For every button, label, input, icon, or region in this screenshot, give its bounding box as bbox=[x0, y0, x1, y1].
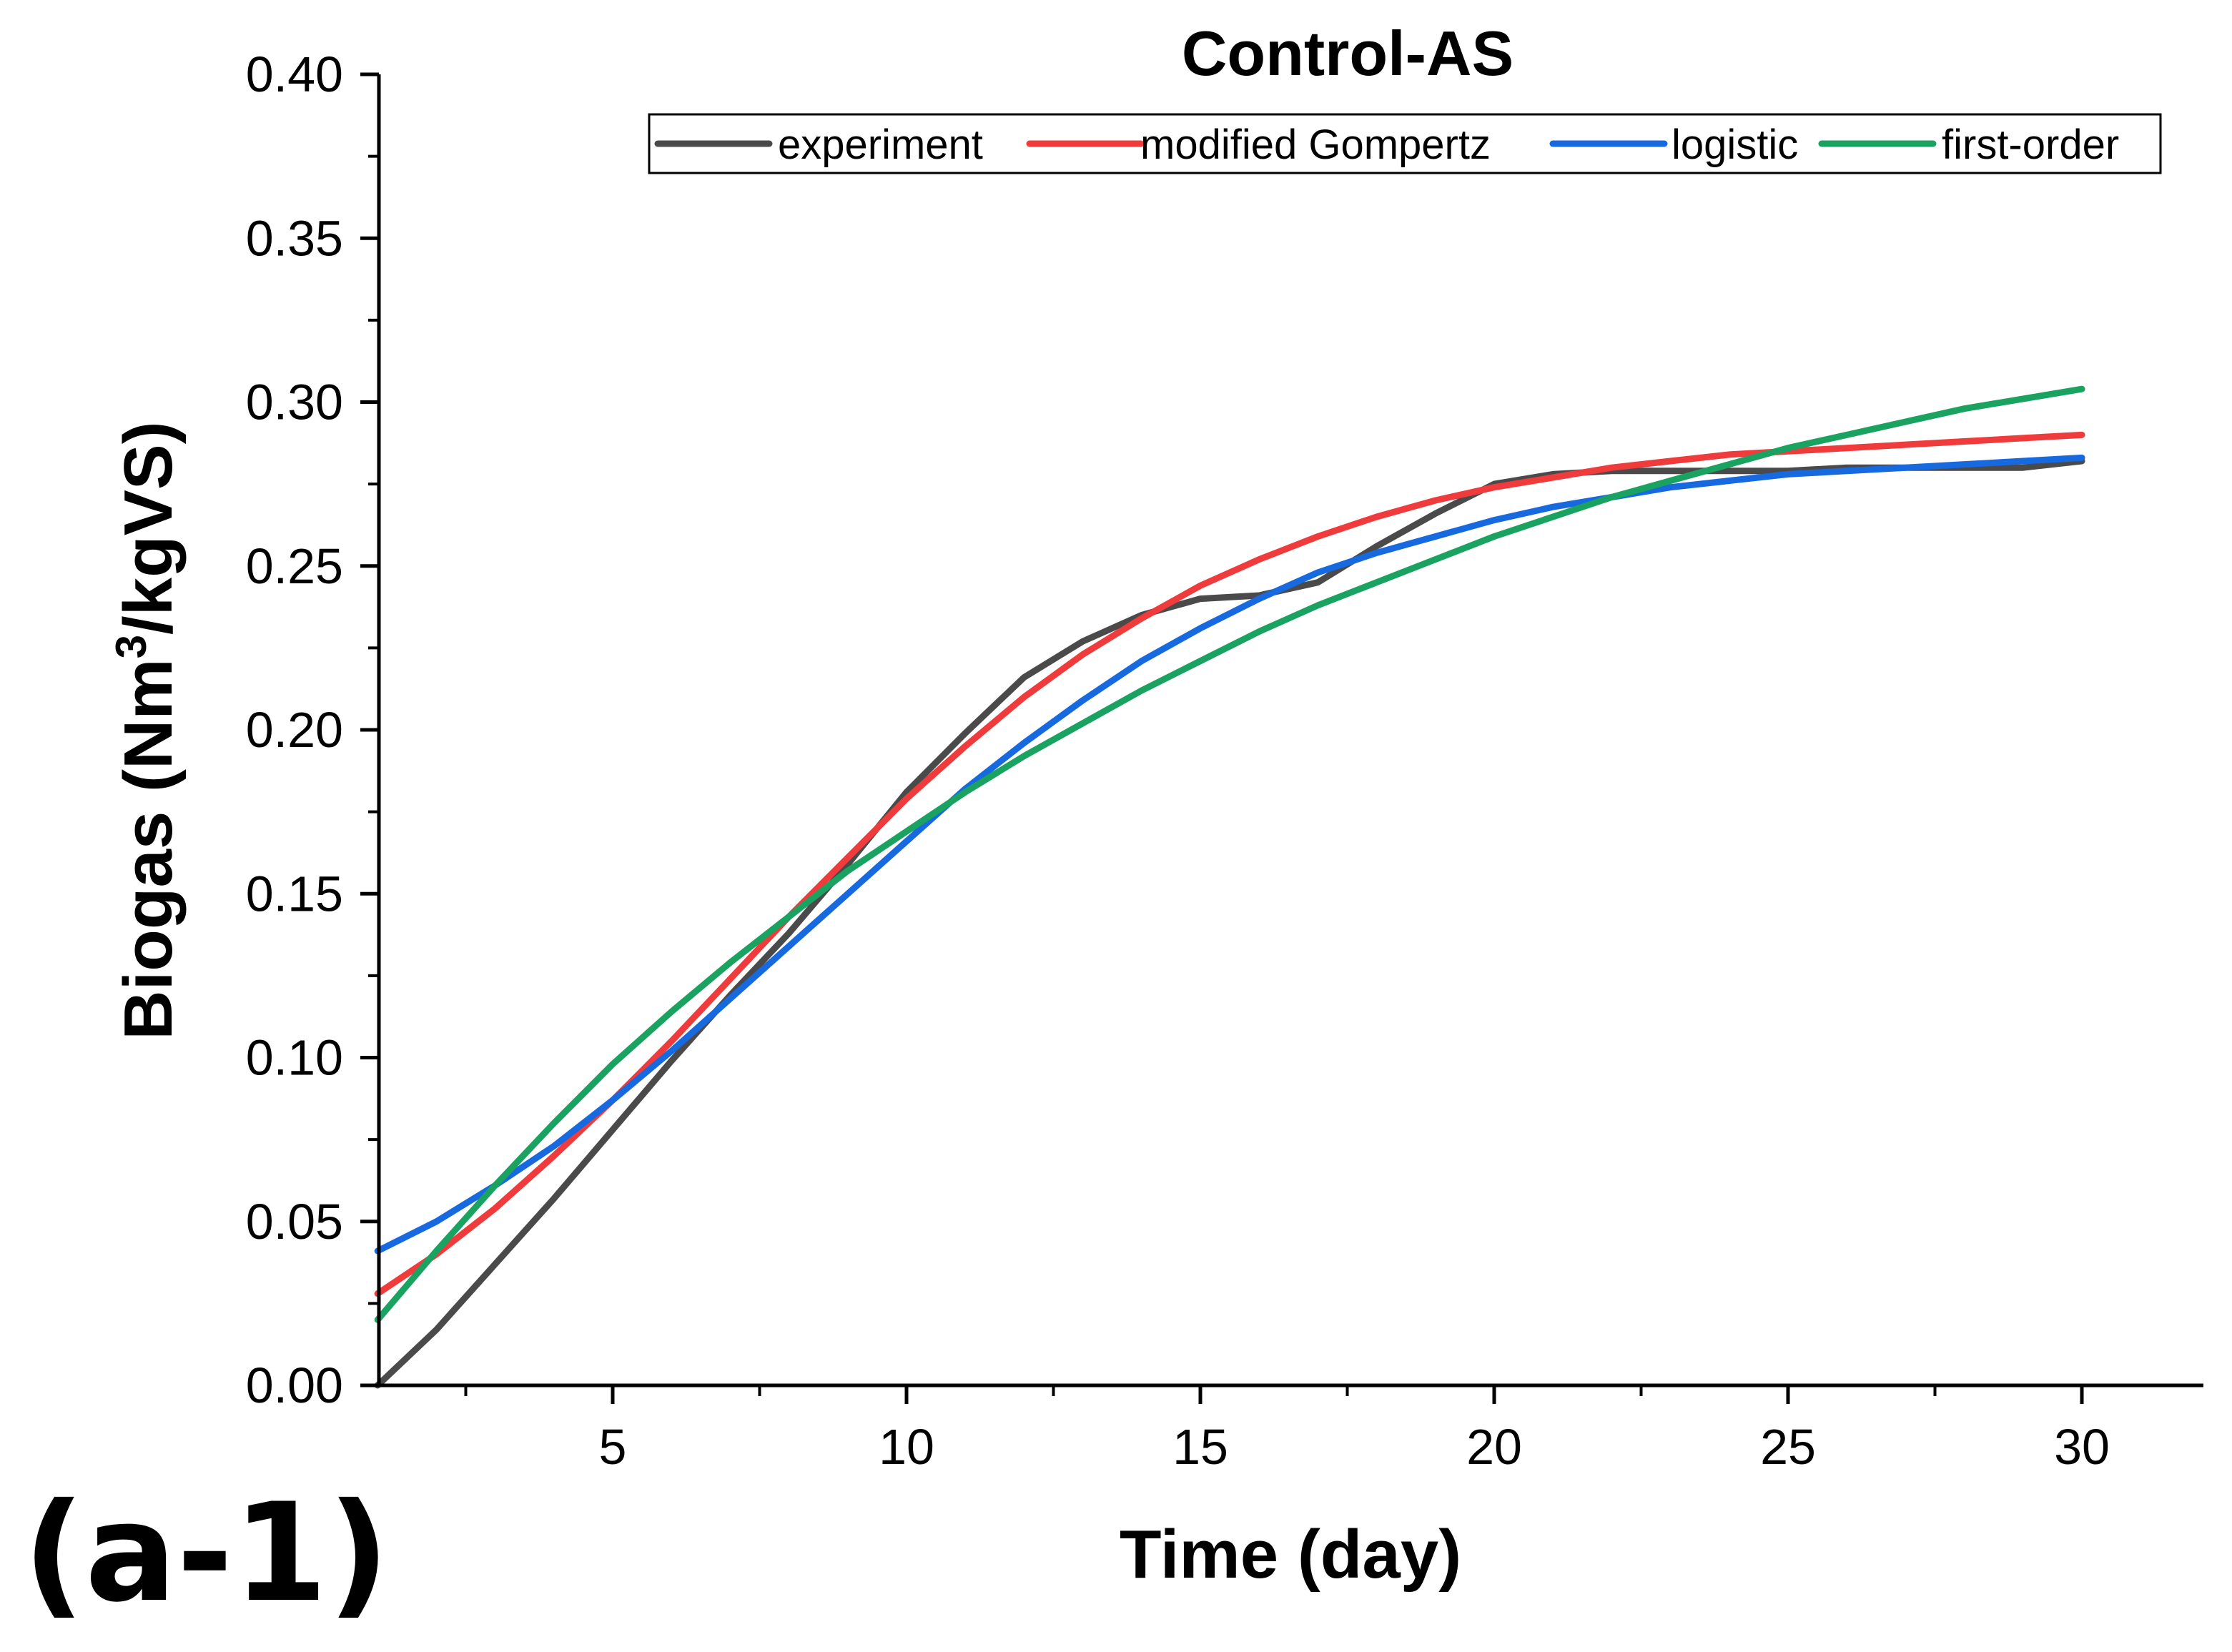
y-tick-label: 0.35 bbox=[246, 210, 343, 266]
x-tick-label: 15 bbox=[1172, 1419, 1228, 1475]
y-axis-label: Biogas (Nm3/kgVS) bbox=[107, 421, 187, 1040]
legend-label-experiment: experiment bbox=[778, 122, 983, 168]
y-axis-label-main: Biogas (Nm bbox=[110, 658, 187, 1039]
x-tick-label: 5 bbox=[599, 1419, 627, 1475]
y-tick-label: 0.15 bbox=[246, 866, 343, 921]
x-tick-label: 30 bbox=[2054, 1419, 2110, 1475]
legend-label-modified-gompertz: modified Gompertz bbox=[1140, 122, 1491, 168]
series-line-first-order bbox=[374, 385, 2085, 1323]
y-tick-label: 0.05 bbox=[246, 1194, 343, 1250]
series-line-logistic bbox=[374, 454, 2085, 1255]
y-tick-label: 0.30 bbox=[246, 375, 343, 430]
y-tick-label: 0.00 bbox=[246, 1357, 343, 1413]
x-tick-label: 10 bbox=[879, 1419, 934, 1475]
series-line-modified-gompertz bbox=[374, 431, 2085, 1297]
y-axis-label-end: /kgVS) bbox=[110, 421, 187, 635]
chart-title: Control-AS bbox=[1182, 18, 1513, 89]
series-layer bbox=[374, 385, 2085, 1389]
legend-label-logistic: logistic bbox=[1671, 122, 1798, 168]
x-tick-label: 20 bbox=[1466, 1419, 1522, 1475]
legend-label-first-order: first-order bbox=[1942, 122, 2119, 168]
series-line-experiment bbox=[374, 457, 2085, 1389]
legend: experiment modified Gompertz logistic first… bbox=[648, 113, 2162, 174]
y-tick-label: 0.25 bbox=[246, 538, 343, 594]
x-tick-label: 25 bbox=[1760, 1419, 1816, 1475]
x-axis-label: Time (day) bbox=[1120, 1516, 1461, 1593]
y-axis-label-superscript: 3 bbox=[107, 635, 155, 658]
panel-label: (a-1) bbox=[23, 1474, 390, 1632]
y-tick-label: 0.20 bbox=[246, 702, 343, 758]
y-tick-label: 0.10 bbox=[246, 1030, 343, 1086]
y-tick-label: 0.40 bbox=[246, 46, 343, 102]
